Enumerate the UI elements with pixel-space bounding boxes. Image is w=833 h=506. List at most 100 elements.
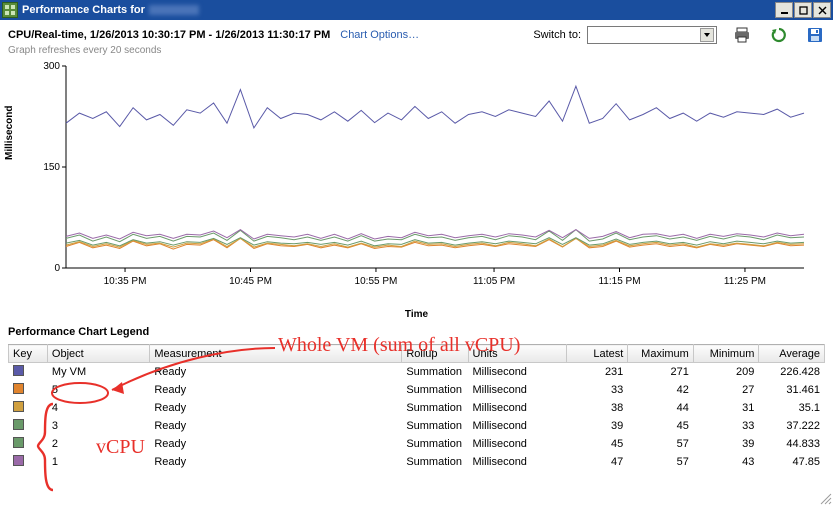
- column-header[interactable]: Key: [9, 345, 48, 363]
- minimize-button[interactable]: [775, 2, 793, 18]
- chart-time-range: CPU/Real-time, 1/26/2013 10:30:17 PM - 1…: [8, 29, 330, 41]
- svg-text:150: 150: [43, 162, 60, 173]
- svg-text:10:35 PM: 10:35 PM: [104, 276, 147, 287]
- cell-units: Millisecond: [468, 363, 566, 382]
- cell-latest: 33: [566, 381, 627, 399]
- resize-handle-icon[interactable]: [819, 492, 833, 506]
- window-title-prefix: Performance Charts for: [22, 4, 145, 16]
- table-row[interactable]: 5ReadySummationMillisecond33422731.461: [9, 381, 825, 399]
- column-header[interactable]: Average: [759, 345, 825, 363]
- cell-latest: 231: [566, 363, 627, 382]
- legend-title: Performance Chart Legend: [8, 326, 833, 338]
- cell-units: Millisecond: [468, 399, 566, 417]
- switch-to-select[interactable]: [587, 26, 717, 44]
- cell-average: 47.85: [759, 453, 825, 471]
- cell-average: 37.222: [759, 417, 825, 435]
- cell-maximum: 44: [628, 399, 694, 417]
- svg-text:10:45 PM: 10:45 PM: [229, 276, 272, 287]
- cell-latest: 39: [566, 417, 627, 435]
- refresh-interval-note: Graph refreshes every 20 seconds: [8, 45, 825, 56]
- svg-text:300: 300: [43, 61, 60, 72]
- cell-latest: 45: [566, 435, 627, 453]
- cell-average: 31.461: [759, 381, 825, 399]
- cell-maximum: 57: [628, 435, 694, 453]
- close-button[interactable]: [813, 2, 831, 18]
- cell-minimum: 31: [693, 399, 759, 417]
- cell-measurement: Ready: [150, 435, 402, 453]
- cell-rollup: Summation: [402, 417, 468, 435]
- cell-minimum: 39: [693, 435, 759, 453]
- table-row[interactable]: 3ReadySummationMillisecond39453337.222: [9, 417, 825, 435]
- save-button[interactable]: [805, 26, 825, 44]
- cell-object: My VM: [47, 363, 149, 382]
- cell-minimum: 43: [693, 453, 759, 471]
- cell-minimum: 27: [693, 381, 759, 399]
- column-header[interactable]: Rollup: [402, 345, 468, 363]
- cell-rollup: Summation: [402, 453, 468, 471]
- refresh-button[interactable]: [769, 26, 789, 44]
- table-row[interactable]: 2ReadySummationMillisecond45573944.833: [9, 435, 825, 453]
- svg-text:11:25 PM: 11:25 PM: [724, 276, 766, 287]
- cell-measurement: Ready: [150, 399, 402, 417]
- app-icon: [2, 2, 18, 18]
- cell-measurement: Ready: [150, 417, 402, 435]
- svg-text:0: 0: [54, 263, 60, 274]
- series-swatch: [13, 365, 24, 376]
- cell-latest: 47: [566, 453, 627, 471]
- cell-object: 2: [47, 435, 149, 453]
- series-swatch: [13, 383, 24, 394]
- y-axis-label: Millisecond: [4, 106, 15, 160]
- window-titlebar: Performance Charts for: [0, 0, 833, 20]
- cell-maximum: 42: [628, 381, 694, 399]
- chart-options-link[interactable]: Chart Options…: [340, 29, 419, 41]
- cell-rollup: Summation: [402, 381, 468, 399]
- table-row[interactable]: My VMReadySummationMillisecond2312712092…: [9, 363, 825, 382]
- cell-average: 44.833: [759, 435, 825, 453]
- cell-maximum: 45: [628, 417, 694, 435]
- cell-maximum: 57: [628, 453, 694, 471]
- svg-text:10:55 PM: 10:55 PM: [355, 276, 398, 287]
- series-swatch: [13, 419, 24, 430]
- series-swatch: [13, 401, 24, 412]
- cell-maximum: 271: [628, 363, 694, 382]
- cell-units: Millisecond: [468, 381, 566, 399]
- cell-average: 35.1: [759, 399, 825, 417]
- print-button[interactable]: [733, 26, 753, 44]
- legend-table: KeyObjectMeasurementRollupUnitsLatestMax…: [8, 344, 825, 471]
- cell-latest: 38: [566, 399, 627, 417]
- column-header[interactable]: Object: [47, 345, 149, 363]
- column-header[interactable]: Measurement: [150, 345, 402, 363]
- cell-measurement: Ready: [150, 381, 402, 399]
- cell-object: 4: [47, 399, 149, 417]
- table-row[interactable]: 1ReadySummationMillisecond47574347.85: [9, 453, 825, 471]
- chart-canvas: 0 150 300 10:35 PM 10:45 PM 10:55 PM 11:05 PM 1…: [40, 60, 810, 296]
- cell-minimum: 209: [693, 363, 759, 382]
- cell-object: 5: [47, 381, 149, 399]
- cell-measurement: Ready: [150, 363, 402, 382]
- column-header[interactable]: Latest: [566, 345, 627, 363]
- series-swatch: [13, 455, 24, 466]
- svg-text:11:15 PM: 11:15 PM: [598, 276, 640, 287]
- series-swatch: [13, 437, 24, 448]
- x-axis-label: Time: [405, 309, 428, 320]
- cell-rollup: Summation: [402, 435, 468, 453]
- column-header[interactable]: Maximum: [628, 345, 694, 363]
- cell-rollup: Summation: [402, 399, 468, 417]
- window-title-redacted: [149, 5, 199, 15]
- chevron-down-icon: [700, 28, 714, 42]
- cell-units: Millisecond: [468, 435, 566, 453]
- cell-minimum: 33: [693, 417, 759, 435]
- column-header[interactable]: Minimum: [693, 345, 759, 363]
- switch-to-label: Switch to:: [533, 29, 581, 41]
- column-header[interactable]: Units: [468, 345, 566, 363]
- cell-units: Millisecond: [468, 417, 566, 435]
- cell-measurement: Ready: [150, 453, 402, 471]
- table-row[interactable]: 4ReadySummationMillisecond38443135.1: [9, 399, 825, 417]
- svg-text:11:05 PM: 11:05 PM: [473, 276, 515, 287]
- maximize-button[interactable]: [794, 2, 812, 18]
- line-chart: Millisecond 015030010:35 PM10:45 PM10:55…: [8, 60, 825, 320]
- cell-units: Millisecond: [468, 453, 566, 471]
- cell-rollup: Summation: [402, 363, 468, 382]
- cell-average: 226.428: [759, 363, 825, 382]
- cell-object: 3: [47, 417, 149, 435]
